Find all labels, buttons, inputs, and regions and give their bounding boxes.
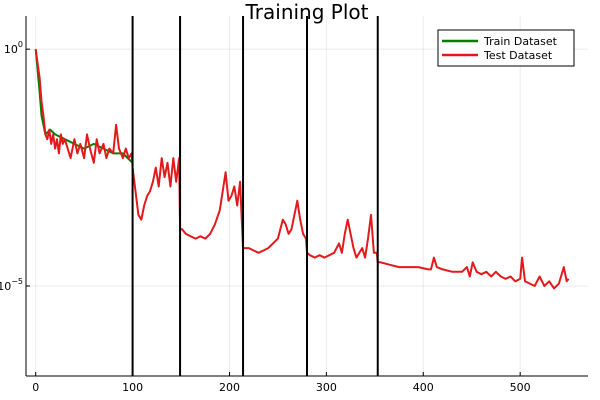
vertical-markers [131, 16, 379, 376]
x-tick-label: 100 [122, 381, 143, 394]
y-tick-label: 10−5 [0, 277, 23, 293]
legend-box [437, 29, 575, 67]
series-layer [34, 49, 570, 290]
series-line [34, 49, 570, 290]
x-tick-label: 0 [32, 381, 39, 394]
legend-label: Train Dataset [483, 35, 558, 48]
x-tick-label: 300 [316, 381, 337, 394]
x-tick-label: 400 [413, 381, 434, 394]
chart-title: Training Plot [245, 0, 369, 24]
x-tick-label: 200 [219, 381, 240, 394]
y-tick-label: 100 [4, 40, 23, 56]
legend-label: Test Dataset [483, 49, 553, 62]
x-tick-label: 500 [510, 381, 531, 394]
axes: 0 100 200 300 400 500 100 10−5 [0, 16, 588, 394]
